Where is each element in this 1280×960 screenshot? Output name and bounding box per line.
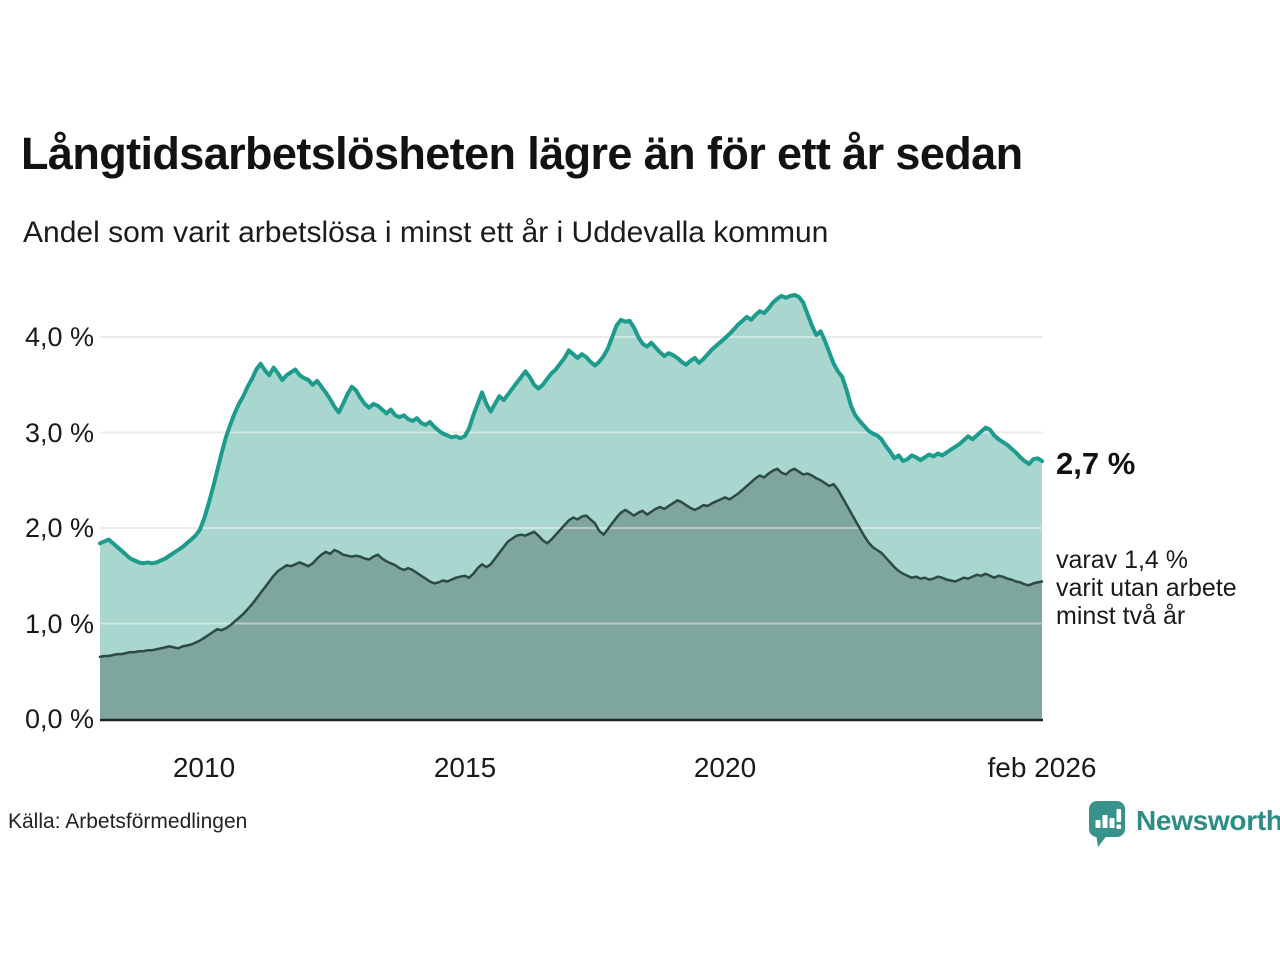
x-tick-label: feb 2026 [987,752,1097,783]
annotation-line-1: varav 1,4 % [1056,546,1189,574]
series-line-min-one-year [98,293,1044,566]
annotation-line-3: minst två år [1056,602,1186,630]
page-title: Långtidsarbetslösheten lägre än för ett … [21,128,1023,179]
newsworthy-wordmark: Newsworthy [1136,805,1280,836]
end-value-label-two-years: varav 1,4 % varit utan arbete minst två … [1056,546,1237,630]
y-tick-label: 2,0 % [24,513,94,543]
page-subtitle: Andel som varit arbetslösa i minst ett å… [23,216,829,249]
source-credit: Källa: Arbetsförmedlingen [8,810,248,833]
area-fill-min-two-years [100,468,1042,720]
newsworthy-logo: Newsworthy [1088,800,1280,850]
end-value-label-one-year: 2,7 % [1056,446,1136,481]
x-tick-label: 2010 [172,752,236,783]
gridlines-overlay [100,336,1043,625]
y-tick-label: 3,0 % [24,417,94,448]
y-tick-label: 4,0 % [24,322,94,352]
newsworthy-chart-bubble-icon [1089,801,1125,847]
annotation-line-2: varit utan arbete [1056,574,1237,602]
x-tick-label: 2015 [433,752,497,783]
x-tick-label: 2020 [693,752,757,783]
series-line-min-two-years [98,467,1044,659]
y-tick-label: 1,0 % [24,608,94,639]
y-tick-label: 0,0 % [24,704,94,734]
